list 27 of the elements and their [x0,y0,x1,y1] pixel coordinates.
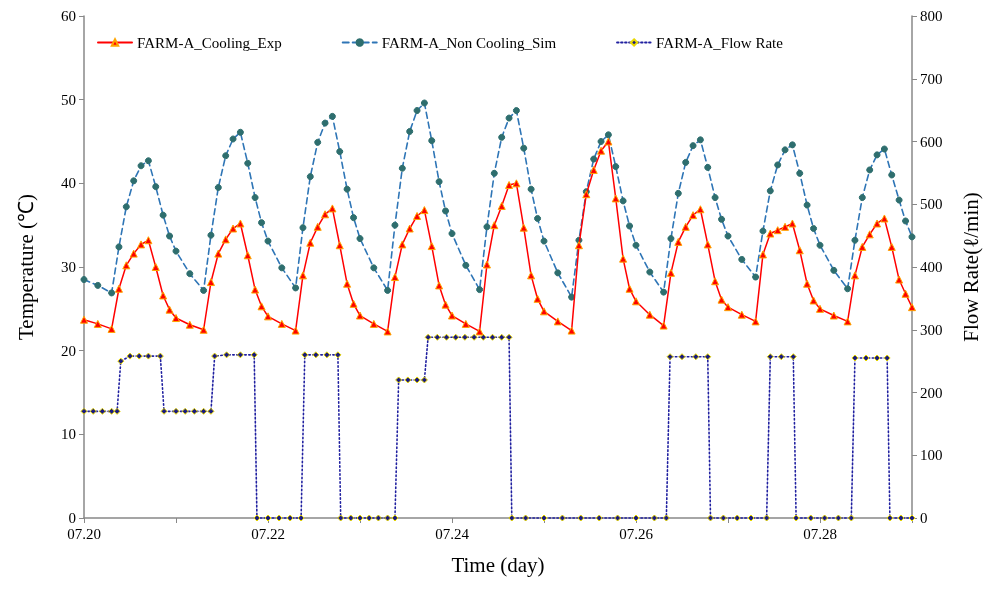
y2-tick-label: 300 [920,321,943,338]
y-tick-label: 0 [68,510,76,526]
x-tick-label: 07.24 [435,525,470,542]
y2-tick-label: 0 [920,510,928,526]
y-axis-title: Temperature (℃) [13,193,38,341]
x-tick-label: 07.28 [803,525,837,542]
y2-tick-label: 600 [920,133,943,150]
y2-tick-label: 100 [920,447,943,464]
y-tick-label: 20 [61,342,76,359]
y2-tick-label: 500 [920,196,943,213]
x-tick-label: 07.20 [67,525,101,542]
legend-label: FARM-A_Cooling_Exp [137,34,282,51]
legend-label: FARM-A_Non Cooling_Sim [381,34,557,51]
x-tick-label: 07.26 [619,525,654,542]
y2-tick-label: 400 [920,259,943,275]
legend-label: FARM-A_Flow Rate [656,34,784,51]
y2-tick-label: 700 [920,70,943,87]
y2-tick-label: 200 [920,384,943,401]
y-tick-label: 60 [61,8,76,24]
y-tick-label: 30 [61,259,76,275]
y2-axis-title: Flow Rate(ℓ/min) [958,192,983,342]
x-tick-label: 07.22 [251,525,285,542]
y-tick-label: 10 [61,426,76,443]
x-axis-title: Time (day) [451,552,545,577]
y2-tick-label: 800 [920,8,943,24]
y-tick-label: 40 [61,175,76,192]
y-tick-label: 50 [61,91,76,108]
